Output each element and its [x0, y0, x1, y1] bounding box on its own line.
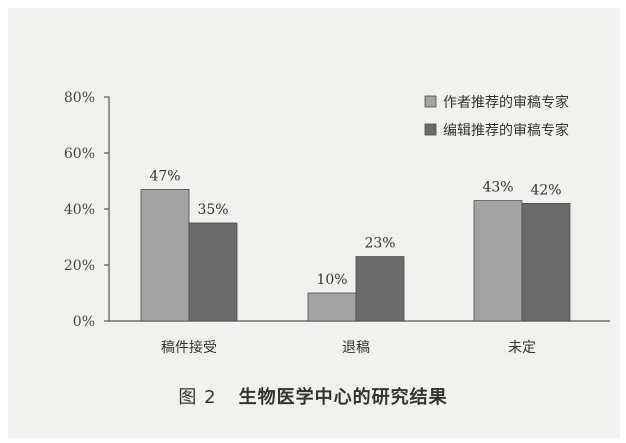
legend-swatch — [424, 95, 437, 108]
bar-editor-1 — [355, 256, 405, 322]
x-category-label: 退稿 — [342, 340, 370, 356]
legend-label: 编辑推荐的审稿专家 — [443, 122, 569, 139]
y-tick-label: 0% — [73, 314, 95, 330]
y-tick-label: 20% — [64, 258, 95, 274]
bar-editor-0 — [188, 222, 238, 322]
legend-label: 作者推荐的审稿专家 — [443, 94, 569, 111]
x-category-label: 稿件接受 — [161, 339, 217, 356]
figure-title: 生物医学中心的研究结果 — [238, 387, 448, 408]
data-label: 10% — [316, 272, 347, 288]
y-tick-label: 60% — [64, 146, 95, 162]
bar-author-2 — [473, 200, 523, 322]
x-category-label: 未定 — [508, 340, 536, 356]
data-label: 35% — [197, 202, 228, 218]
legend-swatch — [424, 123, 437, 136]
data-label: 42% — [530, 182, 561, 198]
figure-number: 图 2 — [178, 387, 217, 408]
y-tick-label: 80% — [64, 90, 95, 106]
bar-editor-2 — [521, 202, 571, 322]
y-tick-label: 40% — [64, 202, 95, 218]
bar-author-1 — [307, 292, 357, 322]
data-label: 43% — [482, 180, 513, 196]
bar-author-0 — [140, 188, 190, 322]
data-label: 47% — [149, 168, 180, 184]
figure-caption: 图 2 生物医学中心的研究结果 — [0, 383, 626, 409]
data-label: 23% — [364, 236, 395, 252]
